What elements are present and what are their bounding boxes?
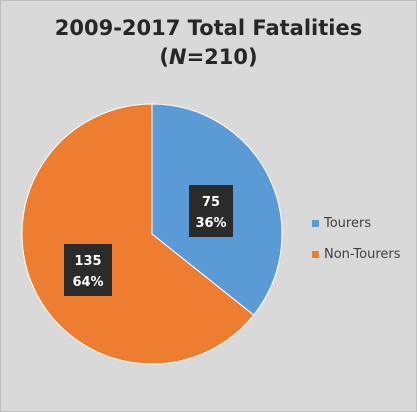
legend-item-tourers: Tourers [312,213,401,233]
legend-swatch-tourers [312,219,319,227]
legend: Tourers Non-Tourers [312,213,401,275]
data-label-percent: 36% [195,216,226,231]
pie-slice-non-tourers [21,103,255,365]
title-n-label: N [168,45,187,69]
title-line-1: 2009-2017 Total Fatalities [54,16,363,40]
title-n-value: =210 [186,45,248,69]
data-label-value: 135 [74,254,101,269]
data-label-percent: 64% [72,275,103,290]
title-line-2: (N=210) [159,45,258,69]
legend-swatch-non-tourers [312,250,319,258]
legend-label-non-tourers: Non-Tourers [324,246,401,262]
data-label-value: 75 [202,195,220,210]
legend-label-tourers: Tourers [324,215,372,231]
chart-title: 2009-2017 Total Fatalities (N=210) [0,14,417,72]
legend-item-non-tourers: Non-Tourers [312,244,401,264]
data-label-box [189,185,233,237]
data-label-box [64,244,112,296]
